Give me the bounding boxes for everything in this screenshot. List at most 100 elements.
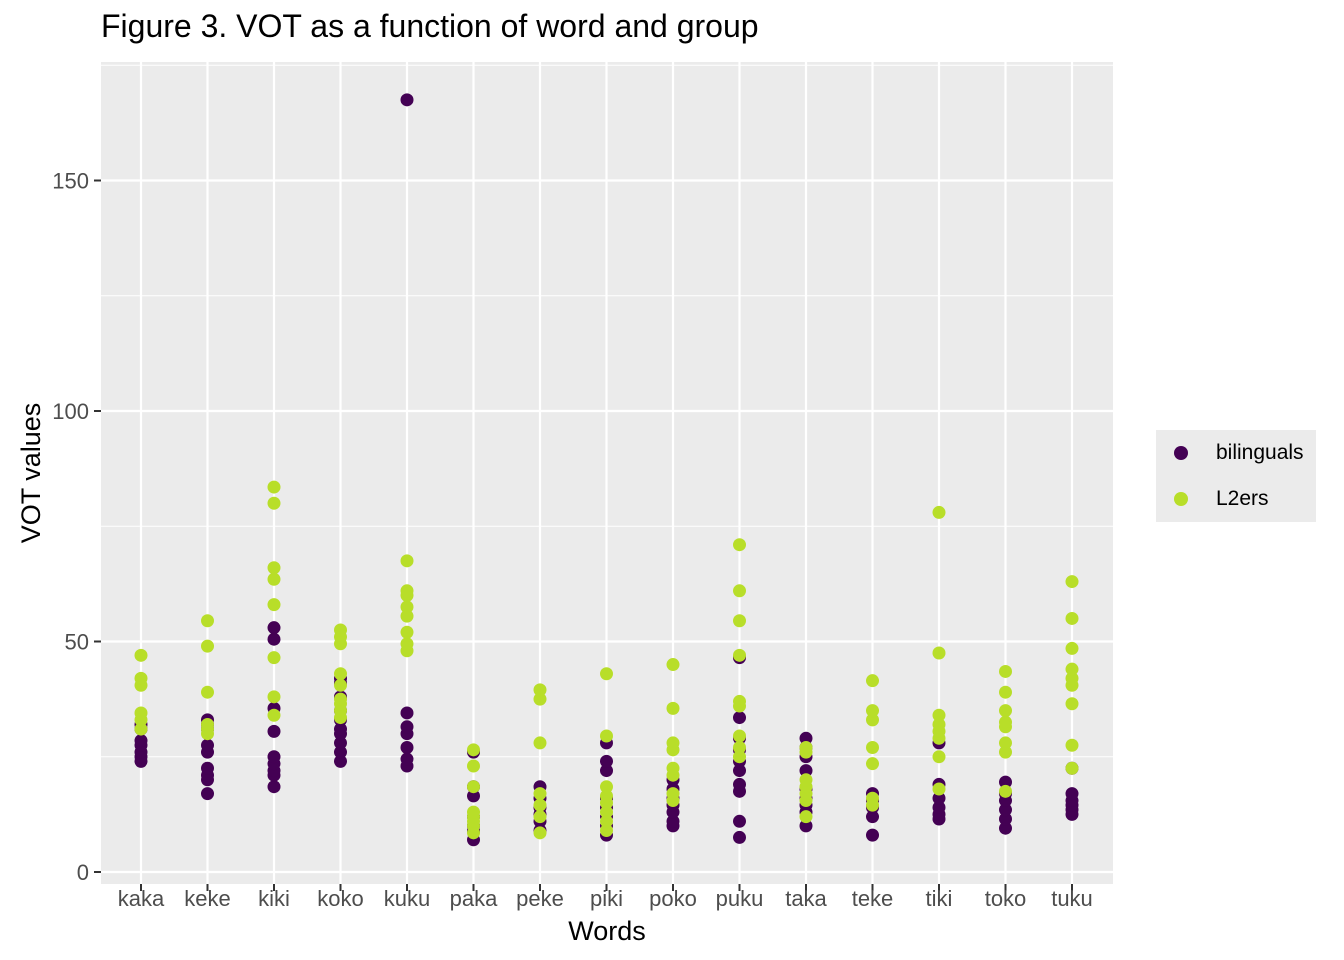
data-point bbox=[400, 752, 414, 766]
data-point bbox=[1065, 697, 1079, 711]
data-point bbox=[733, 694, 746, 708]
data-point bbox=[600, 789, 613, 803]
data-point bbox=[267, 632, 281, 646]
data-point bbox=[400, 741, 414, 755]
data-point bbox=[999, 812, 1012, 826]
data-point bbox=[1065, 787, 1079, 801]
data-point bbox=[999, 784, 1012, 798]
data-point bbox=[999, 736, 1012, 750]
x-tick-label: tuku bbox=[1051, 886, 1093, 911]
data-point bbox=[201, 717, 214, 731]
data-point bbox=[1065, 761, 1079, 775]
x-tick-label: koko bbox=[317, 886, 363, 911]
data-point bbox=[600, 729, 613, 743]
x-tick-label: teke bbox=[852, 886, 894, 911]
x-tick-label: peke bbox=[516, 886, 564, 911]
data-point bbox=[1065, 662, 1079, 676]
data-point bbox=[1065, 611, 1079, 625]
data-point bbox=[533, 787, 547, 801]
data-point bbox=[400, 93, 414, 107]
y-tick-label: 100 bbox=[52, 399, 89, 424]
data-point bbox=[201, 639, 214, 653]
data-point bbox=[733, 777, 746, 791]
data-point bbox=[400, 720, 414, 734]
data-point bbox=[733, 764, 746, 778]
data-point bbox=[666, 658, 680, 672]
data-point bbox=[999, 821, 1012, 835]
x-tick-label: taka bbox=[785, 886, 827, 911]
x-tick-label: paka bbox=[450, 886, 498, 911]
data-point bbox=[866, 810, 879, 824]
data-point bbox=[666, 814, 680, 828]
legend-item-bilinguals: bilinguals bbox=[1156, 430, 1316, 476]
data-point bbox=[799, 819, 813, 833]
data-point bbox=[733, 648, 746, 662]
data-point bbox=[267, 708, 281, 722]
data-point bbox=[600, 814, 613, 828]
data-point bbox=[267, 572, 281, 586]
data-point bbox=[267, 750, 281, 764]
data-point bbox=[334, 754, 347, 768]
data-point bbox=[533, 826, 547, 840]
data-point bbox=[666, 701, 680, 715]
data-point bbox=[400, 637, 414, 651]
data-point bbox=[533, 692, 547, 706]
data-point bbox=[267, 780, 281, 794]
data-point bbox=[134, 648, 148, 662]
data-point bbox=[799, 810, 813, 824]
data-point bbox=[733, 814, 746, 828]
data-point bbox=[400, 600, 414, 614]
data-point bbox=[334, 722, 347, 736]
legend: bilinguals L2ers bbox=[1156, 430, 1316, 522]
data-point bbox=[533, 683, 547, 697]
data-point bbox=[733, 614, 746, 628]
data-point bbox=[134, 671, 148, 685]
data-point bbox=[1065, 671, 1079, 685]
data-point bbox=[932, 708, 946, 722]
data-point bbox=[267, 621, 281, 635]
data-point bbox=[999, 685, 1012, 699]
data-point bbox=[932, 791, 946, 805]
data-point bbox=[134, 734, 148, 748]
data-point bbox=[334, 745, 347, 759]
chart-title: Figure 3. VOT as a function of word and … bbox=[101, 8, 759, 44]
data-point bbox=[866, 713, 879, 727]
x-tick-label: keke bbox=[184, 886, 230, 911]
data-point bbox=[600, 667, 613, 681]
data-point bbox=[733, 729, 746, 743]
data-point bbox=[267, 598, 281, 612]
data-point bbox=[666, 761, 680, 775]
data-point bbox=[733, 538, 746, 552]
data-point bbox=[533, 798, 547, 812]
data-point bbox=[467, 805, 480, 819]
data-point bbox=[400, 554, 414, 568]
data-point bbox=[134, 722, 148, 736]
data-point bbox=[334, 692, 347, 706]
data-point bbox=[932, 717, 946, 731]
y-tick-label: 0 bbox=[77, 860, 89, 885]
data-point bbox=[932, 750, 946, 764]
data-point bbox=[334, 667, 347, 681]
data-point bbox=[267, 480, 281, 494]
data-point bbox=[267, 651, 281, 665]
x-axis: kaka keke kiki koko kuku paka peke piki poko puku… bbox=[118, 884, 1093, 911]
data-point bbox=[733, 584, 746, 598]
data-point bbox=[467, 759, 480, 773]
x-tick-label: kiki bbox=[258, 886, 290, 911]
x-axis-title: Words bbox=[568, 916, 646, 946]
data-point bbox=[400, 706, 414, 720]
data-point bbox=[866, 674, 879, 688]
data-point bbox=[600, 780, 613, 794]
x-tick-label: puku bbox=[716, 886, 764, 911]
data-point bbox=[733, 741, 746, 755]
data-point bbox=[799, 773, 813, 787]
data-point bbox=[999, 704, 1012, 718]
data-point bbox=[866, 704, 879, 718]
data-point bbox=[467, 789, 480, 803]
data-point bbox=[1065, 641, 1079, 655]
data-point bbox=[666, 787, 680, 801]
data-point bbox=[600, 805, 613, 819]
legend-key-l2ers bbox=[1174, 492, 1188, 506]
data-point bbox=[267, 561, 281, 575]
